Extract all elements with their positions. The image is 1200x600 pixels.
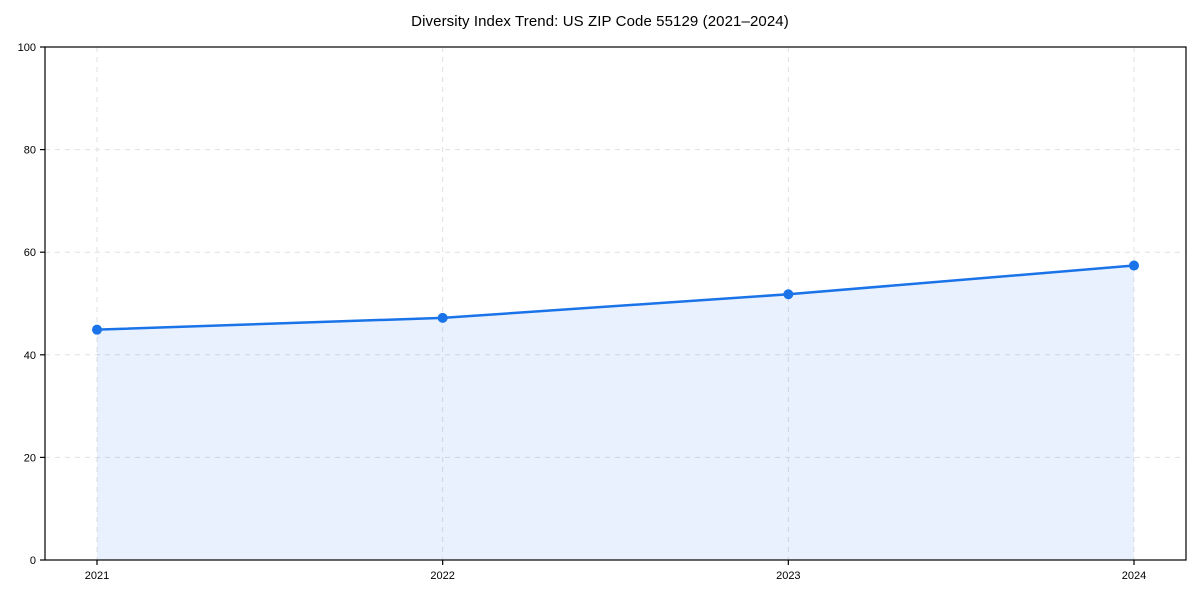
data-point-marker [92,324,102,335]
data-point-marker [1129,260,1139,271]
y-tick-label: 80 [24,145,36,157]
plot-spines [44,46,1187,561]
y-tick-label: 20 [24,452,36,464]
x-tick-label: 2021 [85,570,109,582]
y-tick-label: 60 [24,247,36,259]
y-tick-label: 100 [18,42,36,54]
data-point-marker [437,312,448,323]
x-tick-label: 2022 [430,570,454,582]
data-point-marker [783,289,794,300]
x-tick-label: 2024 [1122,570,1146,582]
y-tick-label: 0 [30,555,36,567]
chart-title: Diversity Index Trend: US ZIP Code 55129… [411,13,789,30]
trend-line [95,264,1136,331]
area-fill [97,265,1134,560]
x-tick-label: 2023 [776,570,800,582]
y-tick-label: 40 [24,350,36,362]
